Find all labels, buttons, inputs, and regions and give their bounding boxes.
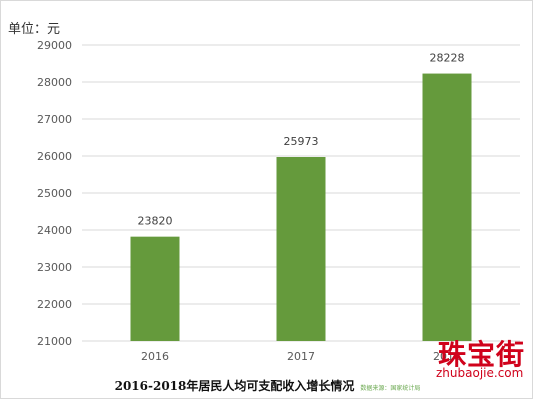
y-tick-label: 23000 — [37, 261, 72, 274]
x-axis-tick-labels: 2016 2017 2018 — [141, 350, 461, 363]
y-tick-label: 25000 — [37, 187, 72, 200]
data-label: 23820 — [138, 215, 173, 228]
y-tick-label: 28000 — [37, 76, 72, 89]
x-tick-label: 2017 — [287, 350, 315, 363]
watermark-domain: zhubaojie.com — [436, 366, 524, 380]
data-label: 25973 — [284, 135, 319, 148]
x-tick-label: 2018 — [433, 350, 461, 363]
y-tick-label: 21000 — [37, 335, 72, 348]
y-tick-label: 22000 — [37, 298, 72, 311]
y-axis-tick-labels: 21000 22000 23000 24000 25000 26000 27000 28000… — [37, 39, 72, 348]
caption-title: 2016-2018年居民人均可支配收入增长情况 — [114, 379, 355, 393]
data-labels: 23820 25973 28228 — [138, 52, 465, 228]
chart-caption: 2016-2018年居民人均可支配收入增长情况 数据来源：国家统计局 — [0, 377, 535, 394]
x-tick-label: 2016 — [141, 350, 169, 363]
unit-label: 单位：元 — [8, 22, 61, 37]
y-tick-label: 29000 — [37, 39, 72, 52]
bar — [276, 156, 326, 341]
watermark-chinese: 珠宝街 — [438, 338, 526, 371]
data-label: 28228 — [430, 52, 465, 65]
caption-source: 数据来源：国家统计局 — [360, 385, 421, 392]
y-tick-label: 24000 — [37, 224, 72, 237]
y-tick-label: 27000 — [37, 113, 72, 126]
bars — [130, 73, 472, 342]
bar — [422, 73, 472, 342]
bar — [130, 236, 180, 341]
y-tick-label: 26000 — [37, 150, 72, 163]
